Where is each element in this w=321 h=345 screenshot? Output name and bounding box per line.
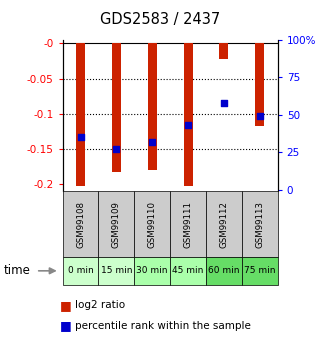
Text: 0 min: 0 min	[68, 266, 93, 275]
Bar	[220, 43, 228, 59]
Text: 75 min: 75 min	[244, 266, 275, 275]
Bar	[184, 43, 193, 186]
Text: percentile rank within the sample: percentile rank within the sample	[75, 321, 251, 331]
Point	[150, 139, 155, 145]
Text: ■: ■	[59, 299, 71, 312]
Bar	[255, 43, 264, 126]
Text: GSM99113: GSM99113	[255, 201, 264, 248]
Bar	[112, 43, 121, 172]
Bar	[148, 43, 157, 170]
Bar	[76, 43, 85, 186]
Text: GDS2583 / 2437: GDS2583 / 2437	[100, 12, 221, 27]
Text: GSM99108: GSM99108	[76, 201, 85, 248]
Text: 45 min: 45 min	[172, 266, 204, 275]
Text: 30 min: 30 min	[136, 266, 168, 275]
Text: 60 min: 60 min	[208, 266, 240, 275]
Text: log2 ratio: log2 ratio	[75, 300, 126, 310]
Text: GSM99111: GSM99111	[184, 201, 193, 248]
Point	[221, 100, 226, 106]
Text: ■: ■	[59, 319, 71, 333]
Point	[78, 135, 83, 140]
Text: GSM99112: GSM99112	[219, 201, 229, 248]
Text: 15 min: 15 min	[100, 266, 132, 275]
Point	[186, 122, 191, 128]
Point	[257, 114, 262, 119]
Text: GSM99110: GSM99110	[148, 201, 157, 248]
Point	[114, 147, 119, 152]
Text: GSM99109: GSM99109	[112, 201, 121, 248]
Text: time: time	[3, 264, 30, 277]
